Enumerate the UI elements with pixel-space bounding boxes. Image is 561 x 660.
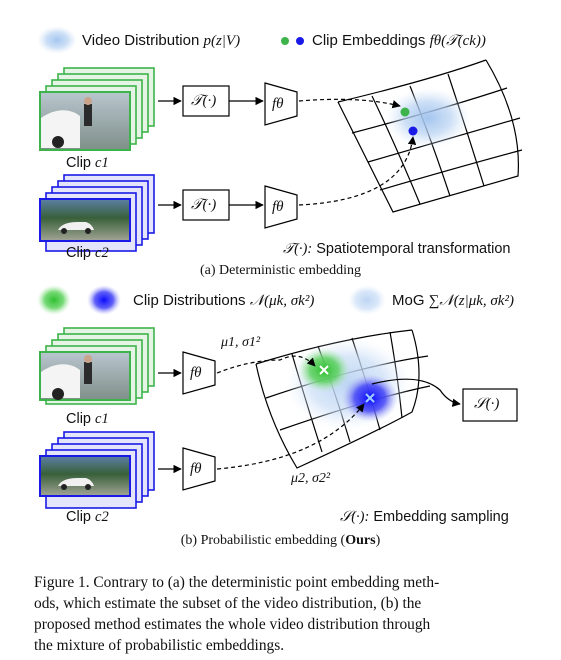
clip1-frame-stack-a: [39, 67, 155, 151]
arrow-to-sampling: [371, 378, 461, 407]
sampling-box: [462, 388, 518, 422]
clip2-label-b: Clip c2: [66, 509, 109, 525]
subcaption-a: (a) Deterministic embedding: [200, 263, 361, 278]
clip1-frame-stack-b: [39, 327, 155, 405]
figure-caption: Figure 1. Contrary to (a) the determinis…: [34, 572, 530, 656]
encoder-box-b2: [182, 447, 216, 491]
legend-clip2-distribution-swatch: [87, 285, 121, 315]
dashed-arrow-clip2-embedding: [298, 136, 417, 206]
legend-clip-embedding-green-dot: [281, 37, 289, 45]
legend-clip1-distribution-swatch: [37, 285, 71, 315]
caption-line-4: the mixture of probabilistic embeddings.: [34, 637, 285, 654]
transform-box-1: [182, 85, 230, 117]
clip2-frame-stack-b: [39, 431, 155, 509]
legend-clip-label: Clip Embeddings fθ(𝒯(ck)): [312, 32, 486, 49]
legend-mog-label: MoG ∑𝒩(z|μk, σk²): [392, 292, 514, 309]
encoder-box-b1-label: fθ: [190, 365, 202, 381]
encoder-box-1-label: fθ: [272, 96, 284, 112]
transform-box-2: [182, 189, 230, 221]
dashed-arrow-mu1: [216, 355, 316, 374]
transform-box-1-label: 𝒯(·): [191, 93, 217, 109]
encoder-box-b2-label: fθ: [190, 461, 202, 477]
video-distribution-cloud: [386, 88, 470, 148]
encoder-box-b1: [182, 351, 216, 395]
mu2-sigma2-label: μ2, σ2²: [291, 471, 331, 486]
clip2-label-a: Clip c2: [66, 245, 109, 261]
caption-line-3: proposed method estimates the whole vide…: [34, 616, 431, 633]
encoder-box-2: [264, 185, 298, 229]
caption-line-2: ods, which estimate the subset of the vi…: [34, 595, 422, 612]
dashed-arrow-mu2: [216, 403, 365, 470]
clip2-embedding-point: [408, 126, 418, 136]
transform-box-2-label: 𝒯(·): [191, 197, 217, 213]
sampling-box-label: 𝒮(·): [474, 396, 500, 412]
legend-clip-embedding-blue-dot: [296, 37, 304, 45]
clip1-sample-mark: [319, 365, 329, 375]
clip1-embedding-point: [400, 107, 410, 117]
sampling-note: 𝒮(·): Embedding sampling: [340, 509, 509, 525]
dashed-arrow-clip1-embedding: [298, 98, 401, 109]
legend-mog-swatch: [348, 285, 386, 315]
legend-video-distribution-swatch: [37, 26, 77, 54]
clip2-sample-mark: [365, 393, 375, 403]
clip2-frame-stack-a: [39, 174, 155, 252]
encoder-box-1: [264, 82, 298, 126]
encoder-box-2-label: fθ: [272, 199, 284, 215]
transform-note: 𝒯(·): Spatiotemporal transformation: [283, 241, 511, 257]
legend-video-label: Video Distribution p(z|V): [82, 32, 241, 49]
clip1-label-b: Clip c1: [66, 411, 109, 427]
caption-line-1: Figure 1. Contrary to (a) the determinis…: [34, 574, 440, 591]
legend-clip-dist-label: Clip Distributions 𝒩(μk, σk²): [133, 292, 315, 309]
clip1-label-a: Clip c1: [66, 155, 109, 171]
subcaption-b: (b) Probabilistic embedding (Ours): [180, 533, 381, 548]
mu1-sigma1-label: μ1, σ1²: [221, 335, 261, 350]
